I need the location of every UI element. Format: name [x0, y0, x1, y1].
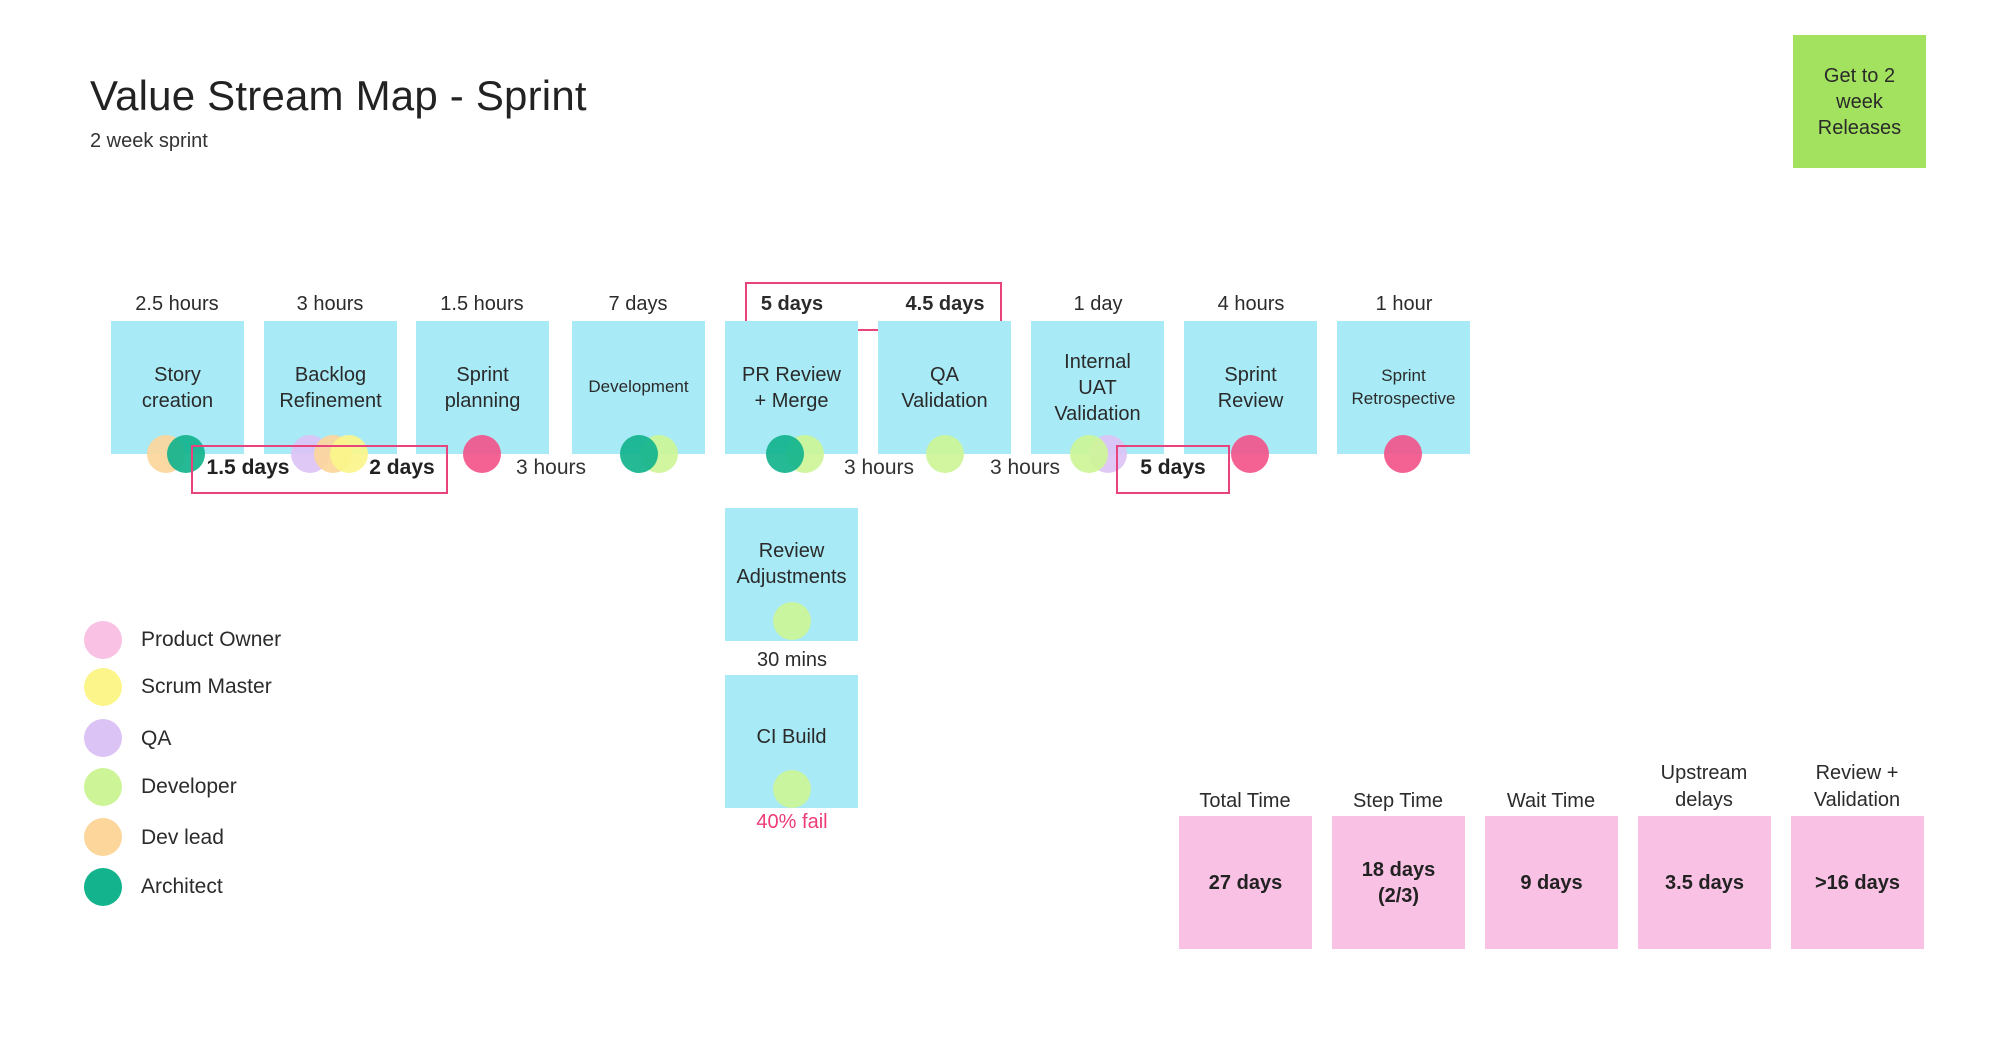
- wait-time-planning-to-dev: 3 hours: [515, 456, 587, 479]
- step-label: Internal UAT Validation: [1054, 350, 1141, 425]
- step-label: Sprint planning: [444, 363, 521, 412]
- role-dot-architect: [167, 435, 205, 473]
- legend-label-dev-lead: Dev lead: [141, 826, 224, 849]
- metric-upstream-delays[interactable]: 3.5 days: [1638, 816, 1771, 949]
- role-dot-scrum-master: [330, 435, 368, 473]
- role-dot-developer: [926, 435, 964, 473]
- metric-label-review-validation: Review + Validation: [1813, 762, 1901, 811]
- step-label: Backlog Refinement: [279, 363, 382, 412]
- step-sprint-planning[interactable]: Sprint planning: [416, 321, 549, 454]
- metric-value: 18 days (2/3): [1361, 858, 1436, 907]
- step-time-pr-review: 5 days: [760, 293, 824, 315]
- step-time-uat-validation: 1 day: [1073, 293, 1123, 315]
- role-dot-product-owner: [463, 435, 501, 473]
- goal-sticky[interactable]: Get to 2 week Releases: [1793, 35, 1926, 168]
- step-label: Development: [588, 377, 689, 397]
- legend-label-product-owner: Product Owner: [141, 628, 282, 651]
- legend-label-scrum-master: Scrum Master: [141, 675, 272, 698]
- bottleneck-highlight-uat-wait: [1116, 445, 1230, 494]
- step-label: CI Build: [756, 725, 827, 748]
- step-label: Story creation: [141, 363, 214, 412]
- legend-label-architect: Architect: [141, 875, 223, 898]
- bottleneck-highlight-review-qa: [745, 282, 1002, 331]
- legend-swatch-qa: [84, 719, 122, 757]
- page-subtitle: 2 week sprint: [90, 130, 208, 152]
- legend-swatch-scrum-master: [84, 668, 122, 706]
- metric-value: 3.5 days: [1665, 871, 1744, 894]
- step-time-story-creation: 2.5 hours: [135, 293, 219, 315]
- step-story-creation[interactable]: Story creation: [111, 321, 244, 454]
- role-dot-architect: [620, 435, 658, 473]
- role-dot-developer: [773, 602, 811, 640]
- role-dot-product-owner: [1231, 435, 1269, 473]
- legend-swatch-developer: [84, 768, 122, 806]
- wait-time-story-to-backlog: 1.5 days: [206, 456, 290, 479]
- bottleneck-highlight-backlog-waits: [191, 445, 448, 494]
- metric-total-time[interactable]: 27 days: [1179, 816, 1312, 949]
- wait-time-pr-to-qa: 3 hours: [843, 456, 915, 479]
- step-label: QA Validation: [901, 363, 988, 412]
- page-title: Value Stream Map - Sprint: [90, 72, 587, 119]
- role-dot-developer: [773, 770, 811, 808]
- step-time-development: 7 days: [608, 293, 668, 315]
- metric-label-wait-time: Wait Time: [1506, 790, 1596, 812]
- step-label: PR Review + Merge: [742, 363, 841, 412]
- step-time-sprint-planning: 1.5 hours: [440, 293, 524, 315]
- legend-label-qa: QA: [141, 727, 172, 750]
- metric-review-validation[interactable]: >16 days: [1791, 816, 1924, 949]
- wait-time-backlog-to-planning: 2 days: [369, 456, 435, 479]
- step-sprint-retrospective[interactable]: Sprint Retrospective: [1337, 321, 1470, 454]
- step-time-backlog-refinement: 3 hours: [296, 293, 364, 315]
- step-qa-validation[interactable]: QA Validation: [878, 321, 1011, 454]
- step-time-qa-validation: 4.5 days: [905, 293, 985, 315]
- step-time-review-adjustments: 30 mins: [756, 649, 828, 671]
- legend-swatch-architect: [84, 868, 122, 906]
- legend-swatch-product-owner: [84, 621, 122, 659]
- role-dot-product-owner: [1384, 435, 1422, 473]
- step-label: Sprint Review: [1217, 363, 1284, 412]
- step-internal-uat-validation[interactable]: Internal UAT Validation: [1031, 321, 1164, 454]
- metric-label-total-time: Total Time: [1199, 790, 1291, 812]
- metric-value: >16 days: [1814, 871, 1901, 894]
- wait-time-qa-to-uat: 3 hours: [989, 456, 1061, 479]
- step-time-sprint-retro: 1 hour: [1375, 293, 1433, 315]
- metric-step-time[interactable]: 18 days (2/3): [1332, 816, 1465, 949]
- step-development[interactable]: Development: [572, 321, 705, 454]
- step-label: Review Adjustments: [736, 539, 847, 588]
- legend-label-developer: Developer: [141, 775, 237, 798]
- metric-label-upstream-delays: Upstream delays: [1660, 762, 1748, 811]
- step-sprint-review[interactable]: Sprint Review: [1184, 321, 1317, 454]
- goal-label: Get to 2 week Releases: [1817, 64, 1902, 139]
- metric-label-step-time: Step Time: [1352, 790, 1444, 812]
- wait-time-uat-to-review: 5 days: [1140, 456, 1206, 479]
- ci-build-fail-rate: 40% fail: [756, 811, 828, 833]
- step-pr-review-merge[interactable]: PR Review + Merge: [725, 321, 858, 454]
- metric-wait-time[interactable]: 9 days: [1485, 816, 1618, 949]
- step-time-sprint-review: 4 hours: [1217, 293, 1285, 315]
- role-dot-architect: [766, 435, 804, 473]
- step-label: Sprint Retrospective: [1351, 366, 1456, 408]
- role-dot-developer: [1070, 435, 1108, 473]
- metric-value: 9 days: [1520, 871, 1583, 894]
- legend-swatch-dev-lead: [84, 818, 122, 856]
- metric-value: 27 days: [1208, 871, 1283, 894]
- step-backlog-refinement[interactable]: Backlog Refinement: [264, 321, 397, 454]
